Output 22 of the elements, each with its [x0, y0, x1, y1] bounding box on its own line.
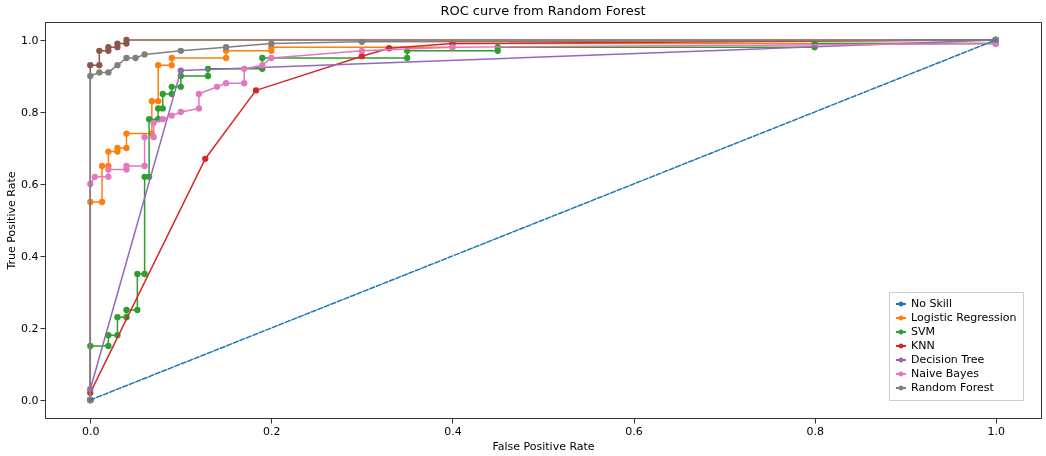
- y-tick-label: 0.4: [21, 249, 39, 263]
- legend-label: SVM: [911, 325, 935, 338]
- y-tick-label: 1.0: [21, 33, 39, 47]
- legend-label: No Skill: [911, 297, 952, 310]
- legend-label: Random Forest: [911, 381, 995, 394]
- y-tick-label: 0.0: [21, 393, 39, 407]
- legend-label: Naive Bayes: [911, 367, 980, 380]
- y-axis-title: True Positive Rate: [5, 171, 19, 271]
- x-tick-label: 0.2: [263, 424, 281, 438]
- x-tick-label: 0.0: [82, 424, 100, 438]
- y-tick-label: 0.8: [21, 105, 39, 119]
- x-tick-label: 1.0: [987, 424, 1005, 438]
- chart-title: ROC curve from Random Forest: [440, 3, 646, 18]
- x-tick-label: 0.8: [806, 424, 824, 438]
- x-tick-label: 0.6: [625, 424, 643, 438]
- legend-label: Logistic Regression: [911, 311, 1017, 324]
- y-tick-label: 0.6: [21, 177, 39, 191]
- x-tick-label: 0.4: [444, 424, 462, 438]
- legend-label: KNN: [911, 339, 935, 352]
- legend-label: Decision Tree: [911, 353, 985, 366]
- x-axis-title: False Positive Rate: [492, 439, 595, 453]
- y-tick-label: 0.2: [21, 321, 39, 335]
